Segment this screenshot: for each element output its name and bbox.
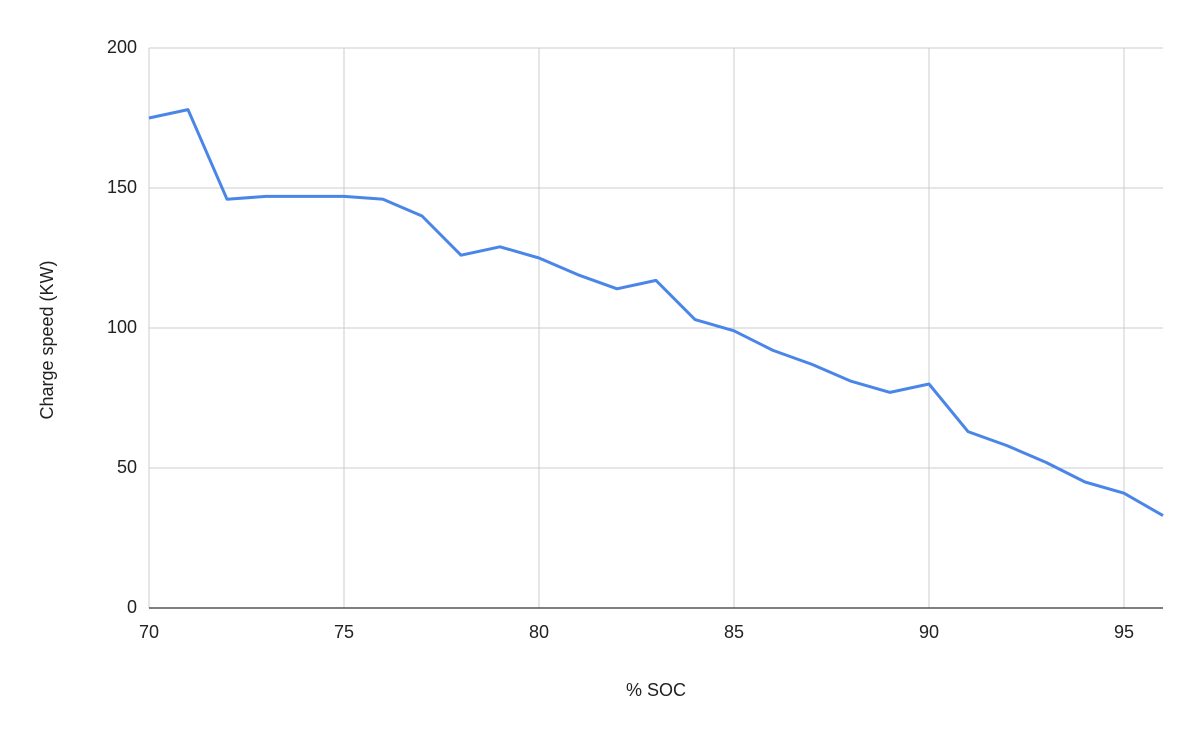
- x-tick-label: 80: [529, 622, 549, 642]
- x-axis-title: % SOC: [626, 680, 686, 700]
- x-tick-label: 70: [139, 622, 159, 642]
- y-tick-label: 0: [127, 597, 137, 617]
- y-tick-label: 200: [107, 37, 137, 57]
- x-tick-label: 95: [1114, 622, 1134, 642]
- x-tick-label: 75: [334, 622, 354, 642]
- y-tick-label: 150: [107, 177, 137, 197]
- data-line: [148, 108, 1164, 517]
- y-tick-label: 100: [107, 317, 137, 337]
- x-tick-label: 90: [919, 622, 939, 642]
- y-axis-title: Charge speed (KW): [37, 260, 57, 419]
- x-tick-label: 85: [724, 622, 744, 642]
- y-tick-label: 50: [117, 457, 137, 477]
